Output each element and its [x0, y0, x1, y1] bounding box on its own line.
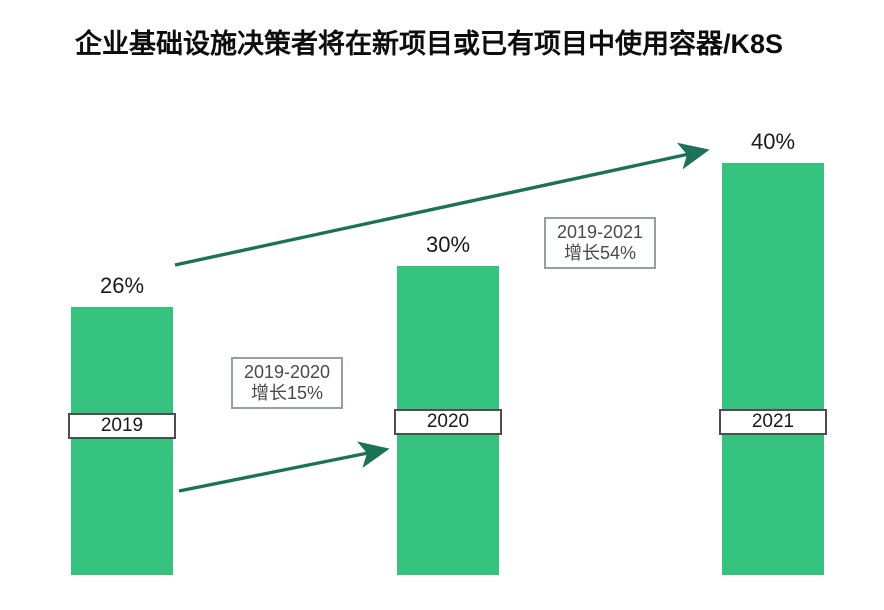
bar-2019: [71, 307, 173, 575]
annotation-growth-text: 增长54%: [563, 243, 637, 263]
bar-2021: [722, 163, 824, 575]
annotation-range-text: 2019-2020: [243, 362, 331, 382]
value-label-2020: 30%: [425, 232, 471, 257]
year-label-2021-text: 2021: [751, 411, 795, 432]
year-label-2019-text: 2019: [100, 415, 144, 436]
annotation-growth-text: 增长15%: [250, 383, 324, 403]
value-label-2021: 40%: [750, 129, 796, 154]
annotation-growth-2019-2021: 2019-2021 增长54%: [544, 217, 656, 269]
annotation-range-text: 2019-2021: [556, 222, 644, 242]
year-label-2019: 2019: [68, 413, 176, 439]
year-label-2021: 2021: [719, 409, 827, 435]
chart-title: 企业基础设施决策者将在新项目或已有项目中使用容器/K8S: [75, 29, 784, 59]
year-label-2020-text: 2020: [426, 411, 470, 432]
year-label-2020: 2020: [394, 409, 502, 435]
value-label-2019: 26%: [99, 273, 145, 298]
growth-arrow-2019-2020-icon: [178, 441, 390, 493]
annotation-growth-2019-2020: 2019-2020 增长15%: [231, 357, 343, 409]
